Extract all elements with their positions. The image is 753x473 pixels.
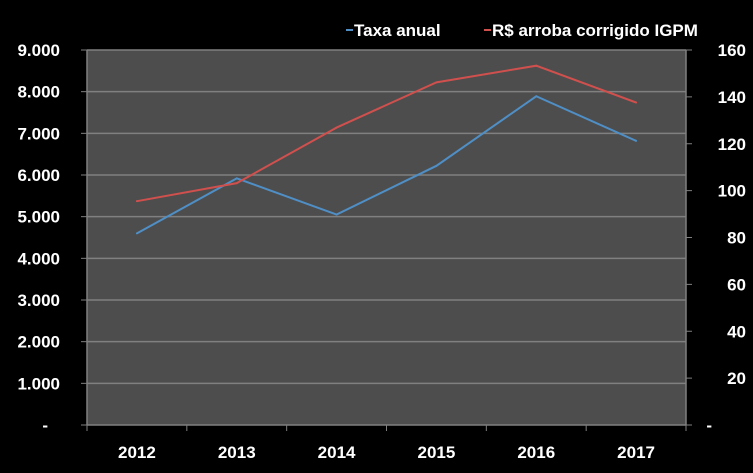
data-point — [135, 232, 138, 235]
right-tick-label: 20 — [727, 369, 746, 388]
x-tick-label: 2017 — [617, 443, 655, 462]
legend-label: Taxa anual — [354, 21, 441, 40]
left-tick-label: 6.000 — [17, 166, 60, 185]
x-tick-label: 2015 — [418, 443, 456, 462]
x-tick-label: 2012 — [118, 443, 156, 462]
right-tick-label: 80 — [727, 229, 746, 248]
left-tick-label: 4.000 — [17, 249, 60, 268]
right-tick-label: 120 — [718, 135, 746, 154]
x-tick-label: 2016 — [517, 443, 555, 462]
data-point — [435, 164, 438, 167]
right-tick-label: 160 — [718, 41, 746, 60]
left-tick-label: - — [42, 416, 48, 435]
data-point — [135, 200, 138, 203]
x-tick-label: 2013 — [218, 443, 256, 462]
left-tick-label: 8.000 — [17, 83, 60, 102]
right-tick-label: 140 — [718, 88, 746, 107]
right-tick-label: - — [706, 416, 712, 435]
legend: Taxa anual R$ arroba corrigido IGPM — [346, 21, 698, 40]
series-line-0 — [136, 95, 637, 235]
legend-label: R$ arroba corrigido IGPM — [492, 21, 698, 40]
left-tick-label: 1.000 — [17, 374, 60, 393]
data-point — [635, 139, 638, 142]
plot-area — [87, 50, 686, 425]
left-tick-label: 7.000 — [17, 124, 60, 143]
right-tick-label: 40 — [727, 322, 746, 341]
series-line-1 — [136, 64, 637, 203]
left-tick-label: 5.000 — [17, 208, 60, 227]
data-point — [435, 81, 438, 84]
right-tick-label: 100 — [718, 182, 746, 201]
data-point — [235, 177, 238, 180]
data-point — [335, 213, 338, 216]
data-point — [335, 126, 338, 129]
data-point — [635, 101, 638, 104]
left-tick-label: 9.000 — [17, 41, 60, 60]
left-tick-label: 3.000 — [17, 291, 60, 310]
data-point — [535, 95, 538, 98]
data-point — [535, 64, 538, 67]
right-tick-label: 60 — [727, 275, 746, 294]
left-tick-label: 2.000 — [17, 333, 60, 352]
x-tick-label: 2014 — [318, 443, 356, 462]
data-point — [235, 182, 238, 185]
